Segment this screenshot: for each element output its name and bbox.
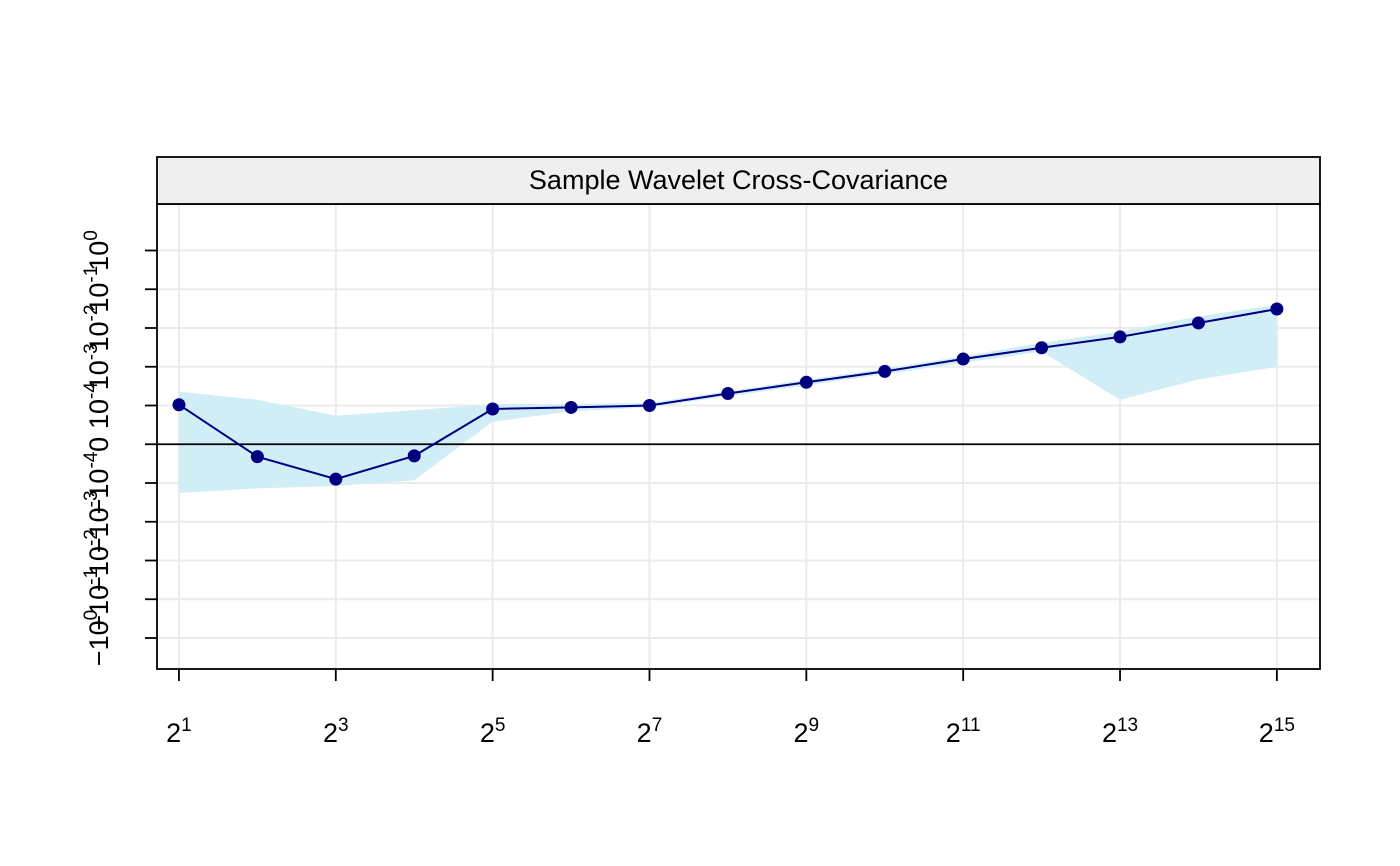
data-point: [172, 398, 186, 412]
y-tick-label: 10-4: [81, 382, 114, 429]
confidence-band-layer: [179, 304, 1277, 494]
svg-text:10-4: 10-4: [81, 382, 114, 429]
y-tick-label: −100: [81, 610, 114, 666]
confidence-band: [179, 304, 1277, 494]
x-tick-label: 25: [480, 715, 506, 748]
y-tick-label: −10-1: [81, 568, 114, 631]
data-point: [1191, 316, 1205, 330]
svg-text:10-1: 10-1: [81, 266, 114, 313]
data-point: [1270, 302, 1284, 316]
x-tick-label: 213: [1102, 715, 1138, 748]
svg-text:0: 0: [84, 437, 114, 452]
data-point: [956, 352, 970, 366]
data-point: [642, 399, 656, 412]
series-layer: [172, 302, 1284, 486]
svg-text:−100: −100: [81, 610, 114, 666]
x-tick-label: 215: [1259, 715, 1295, 748]
data-point: [878, 364, 892, 378]
data-point: [564, 400, 578, 414]
panel-strip: Sample Wavelet Cross-Covariance: [156, 156, 1321, 205]
data-point: [799, 375, 813, 389]
svg-text:10-2: 10-2: [81, 305, 114, 352]
data-point: [1113, 330, 1127, 344]
x-tick-label: 23: [323, 715, 349, 748]
svg-text:−10-3: −10-3: [81, 490, 114, 553]
svg-text:−10-1: −10-1: [81, 568, 114, 631]
y-tick-label: 10-1: [81, 266, 114, 313]
y-tick-label: 10-3: [81, 343, 114, 390]
data-point: [486, 402, 500, 416]
strip-background: [156, 156, 1321, 205]
data-point: [250, 450, 264, 464]
x-tick-label: 21: [166, 715, 192, 748]
svg-text:100: 100: [81, 230, 114, 271]
y-tick-label: −10-4: [81, 451, 114, 514]
y-tick-label: 10-2: [81, 305, 114, 352]
data-point: [329, 472, 343, 486]
y-tick-label: 100: [81, 230, 114, 271]
grid-lines: [157, 204, 1320, 669]
y-tick-label: −10-2: [81, 529, 114, 592]
x-tick-label: 29: [794, 715, 820, 748]
y-tick-label: −10-3: [81, 490, 114, 553]
x-tick-label: 27: [637, 715, 663, 748]
data-point: [721, 386, 735, 400]
chart-title: Sample Wavelet Cross-Covariance: [529, 165, 948, 195]
data-point: [407, 449, 421, 463]
x-tick-label: 211: [946, 715, 981, 748]
svg-text:−10-4: −10-4: [81, 451, 114, 514]
y-tick-label: 0: [84, 437, 114, 452]
x-axis: 21 23 25 27 29 211 213 215: [166, 669, 1295, 748]
data-point: [1035, 341, 1049, 355]
svg-text:10-3: 10-3: [81, 343, 114, 390]
svg-text:−10-2: −10-2: [81, 529, 114, 592]
